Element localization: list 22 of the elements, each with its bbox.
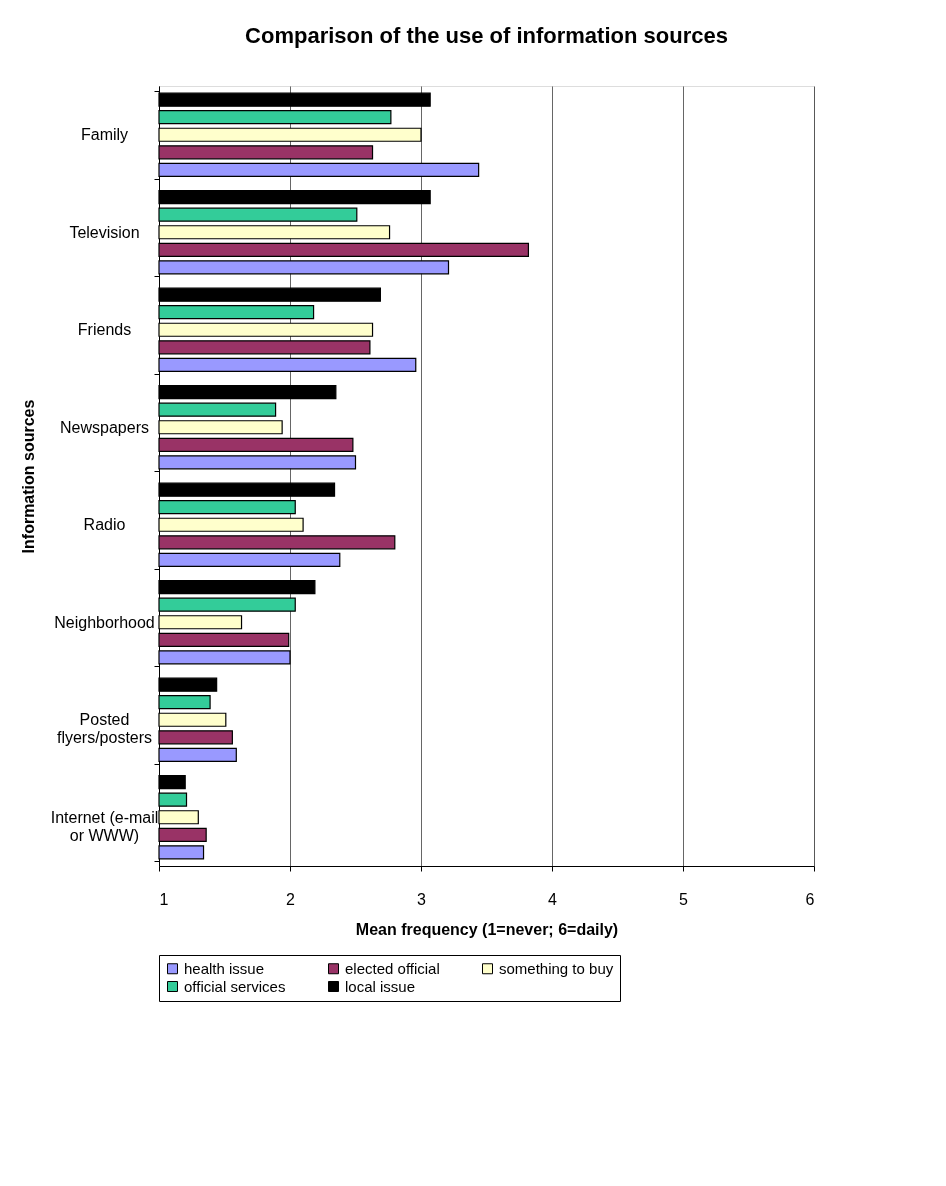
y-tick-label: Radio	[83, 516, 126, 534]
legend-label: official services	[184, 977, 286, 995]
x-tick-label: 6	[805, 890, 815, 908]
x-tick-label: 5	[679, 890, 689, 908]
chart-title: Comparison of the use of information sources	[245, 23, 728, 48]
y-tick-label: Newspapers	[60, 418, 149, 436]
x-tick-label: 2	[286, 890, 296, 908]
x-tick-label: 1	[159, 890, 169, 908]
y-tick-label: Family	[80, 126, 129, 144]
y-tick-label: Posted flyers/posters	[56, 711, 153, 747]
y-tick-label: Friends	[77, 321, 132, 339]
x-tick-label: 3	[417, 890, 427, 908]
y-tick-label: Television	[69, 223, 140, 241]
legend-label: health issue	[184, 959, 265, 977]
legend-label: local issue	[345, 977, 416, 995]
y-axis-title: Information sources	[19, 399, 37, 554]
y-tick-label: Neighborhood	[54, 613, 155, 631]
x-tick-label: 4	[548, 890, 558, 908]
legend-label: elected official	[345, 959, 440, 977]
y-tick-label: Internet (e-mail or WWW)	[50, 808, 159, 844]
x-axis-title: Mean frequency (1=never; 6=daily)	[355, 920, 619, 938]
legend-label: something to buy	[499, 959, 614, 977]
